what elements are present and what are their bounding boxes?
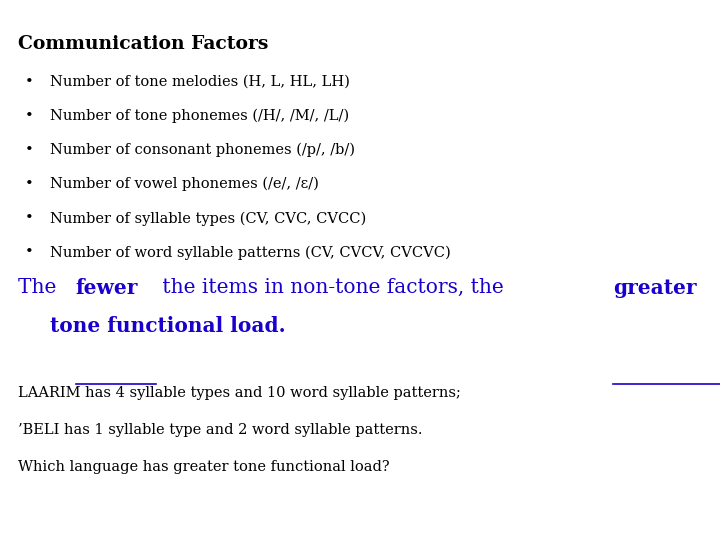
Text: ’BELI has 1 syllable type and 2 word syllable patterns.: ’BELI has 1 syllable type and 2 word syl…	[18, 423, 423, 437]
Text: •: •	[25, 109, 34, 123]
Text: fewer: fewer	[76, 278, 138, 298]
Text: •: •	[25, 177, 34, 191]
Text: Number of word syllable patterns (CV, CVCV, CVCVC): Number of word syllable patterns (CV, CV…	[50, 245, 451, 260]
Text: greater: greater	[613, 278, 697, 298]
Text: Number of consonant phonemes (/p/, /b/): Number of consonant phonemes (/p/, /b/)	[50, 143, 356, 157]
Text: •: •	[25, 75, 34, 89]
Text: •: •	[25, 211, 34, 225]
Text: Number of vowel phonemes (/e/, /ε/): Number of vowel phonemes (/e/, /ε/)	[50, 177, 319, 191]
Text: Number of tone phonemes (/H/, /M/, /L/): Number of tone phonemes (/H/, /M/, /L/)	[50, 109, 349, 123]
Text: Number of tone melodies (H, L, HL, LH): Number of tone melodies (H, L, HL, LH)	[50, 75, 350, 89]
Text: the items in non-tone factors, the: the items in non-tone factors, the	[156, 278, 510, 297]
Text: •: •	[25, 245, 34, 259]
Text: The: The	[18, 278, 63, 297]
Text: LAARIM has 4 syllable types and 10 word syllable patterns;: LAARIM has 4 syllable types and 10 word …	[18, 386, 461, 400]
Text: Which language has greater tone functional load?: Which language has greater tone function…	[18, 460, 390, 474]
Text: Number of syllable types (CV, CVC, CVCC): Number of syllable types (CV, CVC, CVCC)	[50, 211, 366, 226]
Text: •: •	[25, 143, 34, 157]
Text: Communication Factors: Communication Factors	[18, 35, 269, 53]
Text: tone functional load.: tone functional load.	[50, 316, 286, 336]
